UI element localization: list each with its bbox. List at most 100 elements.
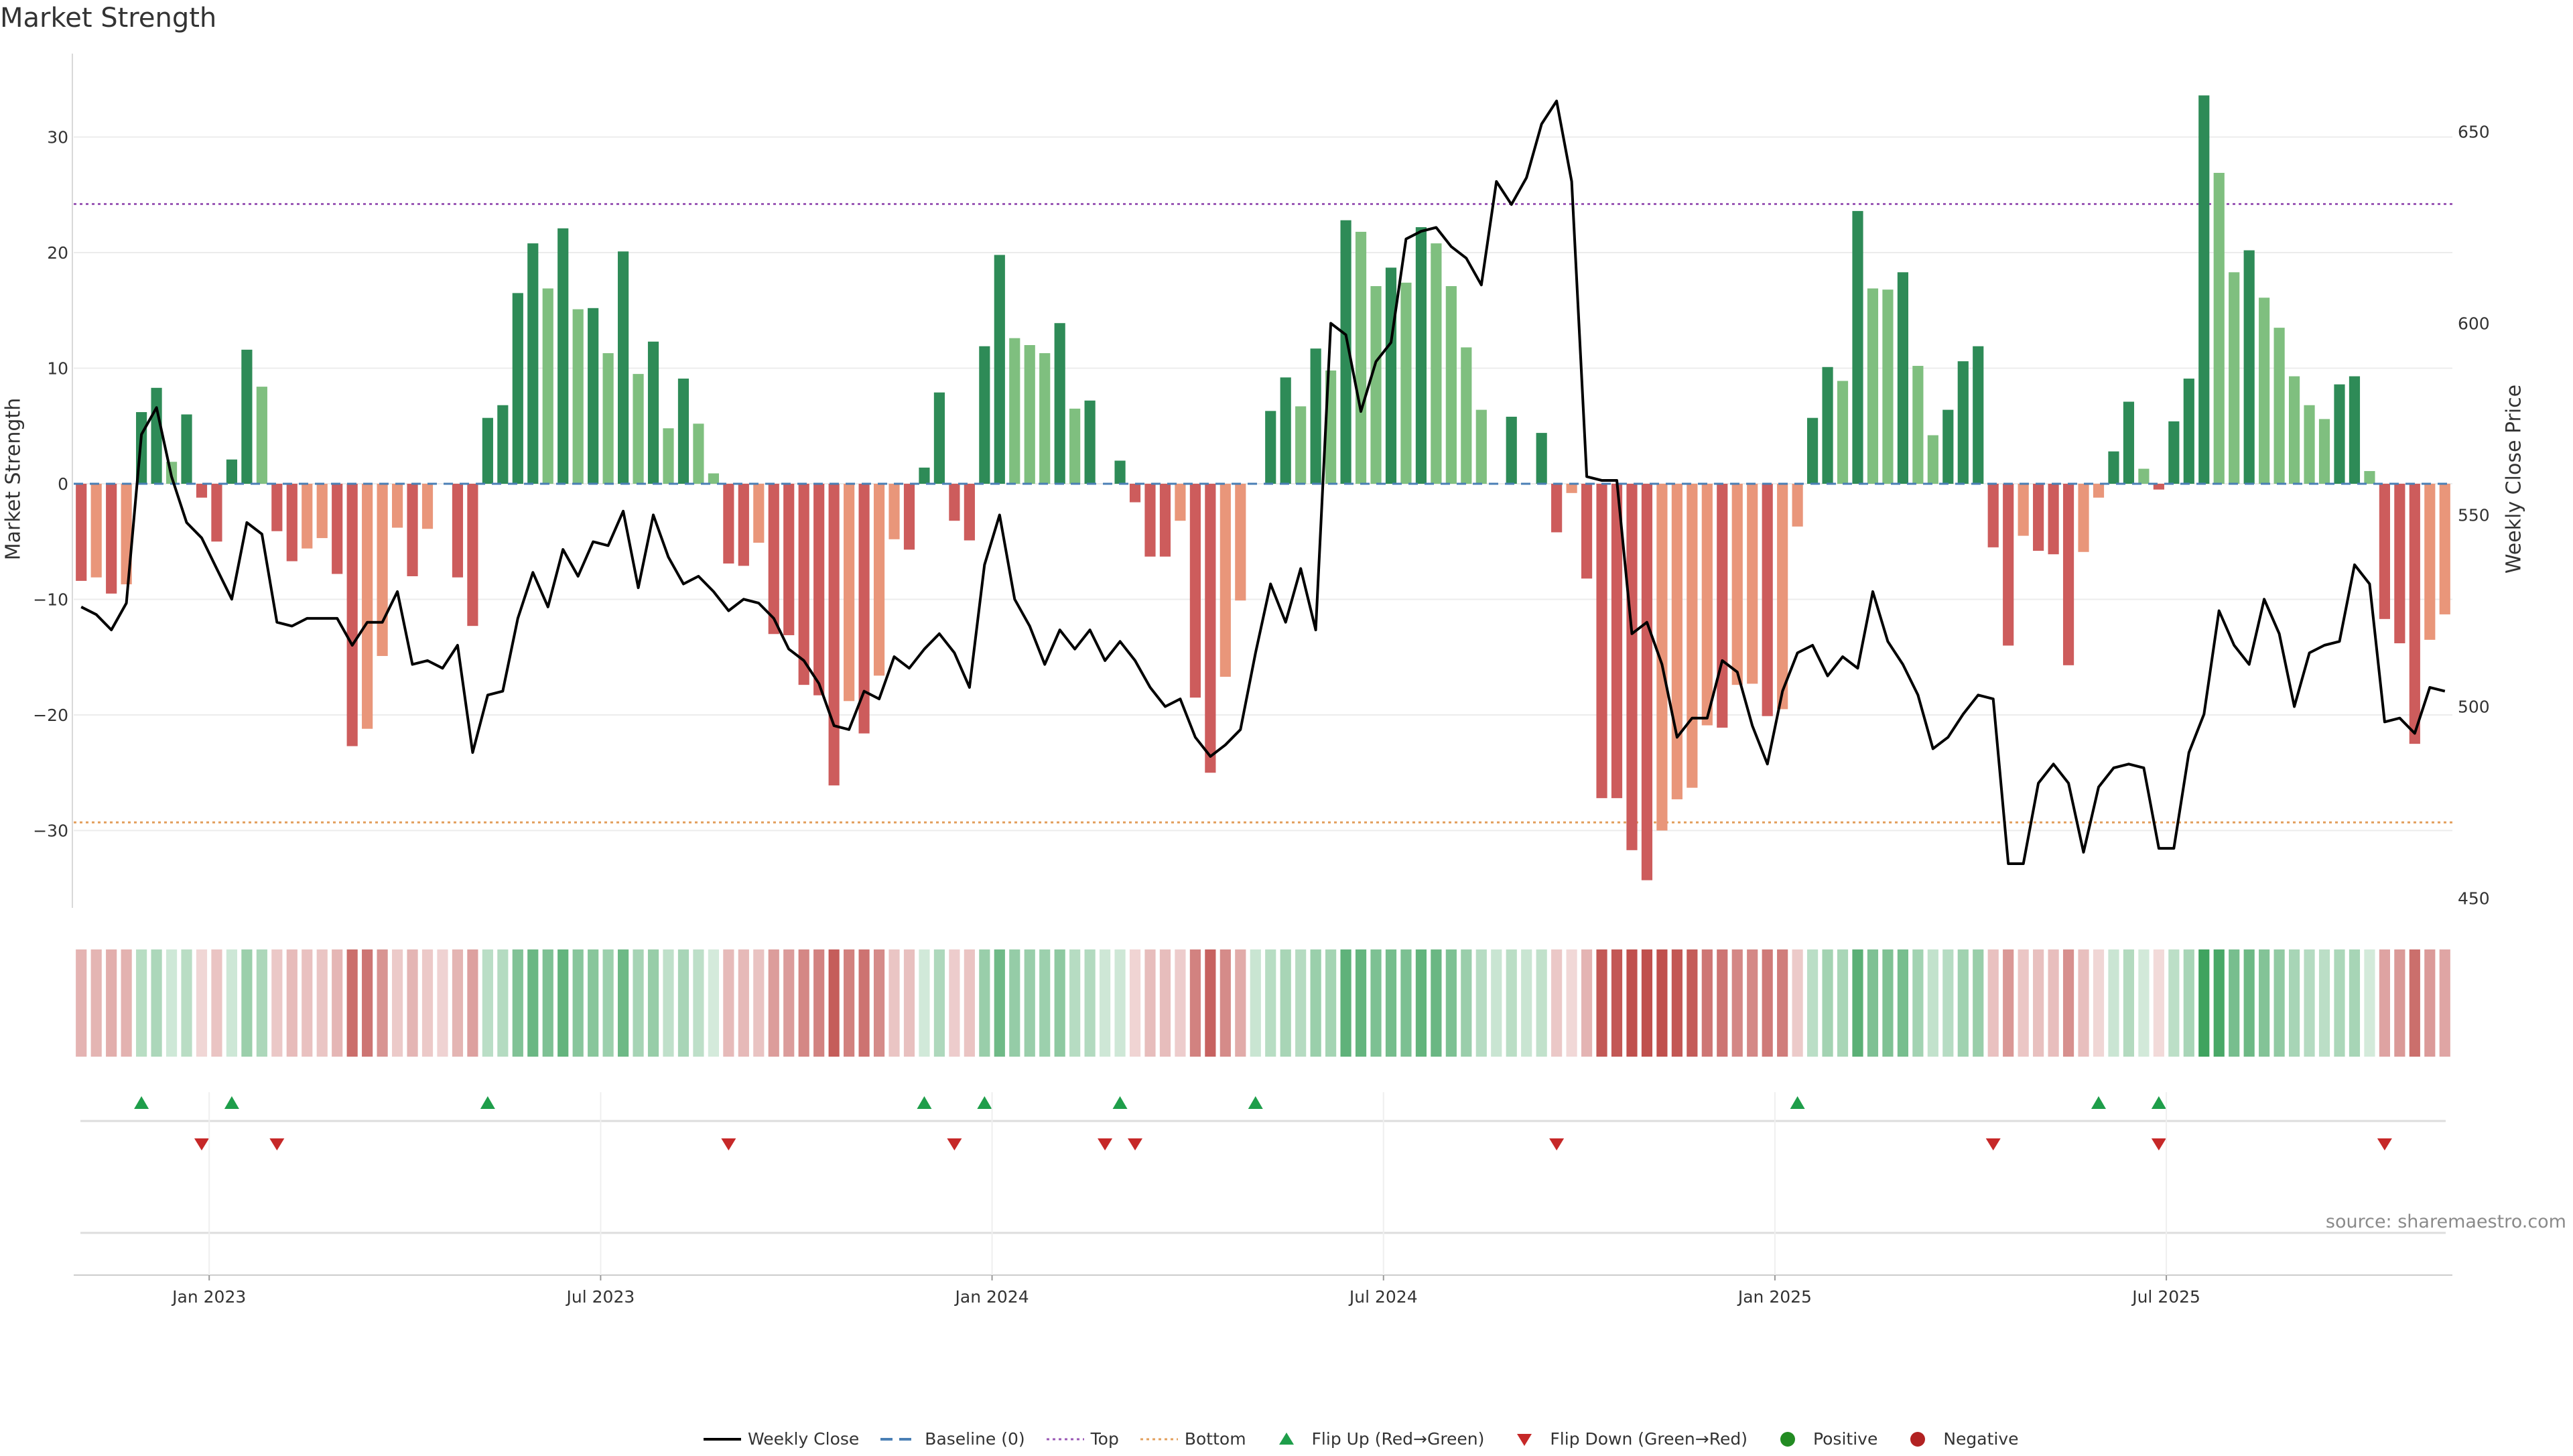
strength-bar bbox=[798, 484, 809, 685]
y-tick-label: −10 bbox=[33, 590, 68, 610]
strength-bar bbox=[1551, 484, 1563, 533]
state-strip-cell bbox=[482, 949, 493, 1057]
state-strip-cell bbox=[1701, 949, 1713, 1057]
state-strip-cell bbox=[1747, 949, 1758, 1057]
state-strip-cell bbox=[798, 949, 809, 1057]
state-strip-cell bbox=[1265, 949, 1276, 1057]
strength-bar bbox=[708, 473, 719, 484]
flip-up-marker bbox=[977, 1096, 992, 1109]
strength-bar bbox=[286, 484, 298, 561]
legend-label: Positive bbox=[1812, 1429, 1878, 1449]
state-strip-cell bbox=[1731, 949, 1743, 1057]
state-strip-cell bbox=[1762, 949, 1773, 1057]
state-strip-cell bbox=[256, 949, 267, 1057]
y-tick-label: −30 bbox=[33, 821, 68, 841]
strength-bar bbox=[1144, 484, 1156, 557]
state-strip-cell bbox=[2349, 949, 2361, 1057]
strength-bar bbox=[1235, 484, 1246, 601]
flip-down-marker bbox=[2151, 1138, 2166, 1150]
state-strip-cell bbox=[1822, 949, 1833, 1057]
strength-bar bbox=[1280, 377, 1291, 484]
strength-bar bbox=[858, 484, 870, 734]
state-strip-cell bbox=[1310, 949, 1321, 1057]
y2-tick-label: 450 bbox=[2458, 889, 2490, 909]
state-strip-cell bbox=[2138, 949, 2150, 1057]
strength-bar bbox=[1973, 346, 1984, 484]
state-strip-cell bbox=[226, 949, 238, 1057]
state-strip-cell bbox=[633, 949, 644, 1057]
state-strip-cell bbox=[723, 949, 734, 1057]
state-strip-cell bbox=[1837, 949, 1849, 1057]
state-strip-cell bbox=[2304, 949, 2315, 1057]
y2-axis-label: Weekly Close Price bbox=[2502, 384, 2526, 574]
strength-bar bbox=[1777, 484, 1788, 710]
state-strip-cell bbox=[1506, 949, 1517, 1057]
state-strip-cell bbox=[527, 949, 539, 1057]
strength-bar bbox=[2243, 250, 2255, 484]
legend-marker bbox=[1910, 1431, 1926, 1447]
state-strip-cell bbox=[1867, 949, 1879, 1057]
legend-marker bbox=[1278, 1432, 1294, 1445]
strength-bar bbox=[1385, 267, 1397, 484]
strength-bar bbox=[2153, 484, 2164, 490]
state-strip-cell bbox=[1280, 949, 1291, 1057]
strength-bar bbox=[512, 293, 523, 484]
state-strip-cell bbox=[1687, 949, 1698, 1057]
flip-up-marker bbox=[2091, 1096, 2106, 1109]
right-axis-ticks: 450 500 550 600 650 bbox=[2458, 123, 2490, 909]
strength-bar bbox=[211, 484, 222, 542]
y2-tick-label: 500 bbox=[2458, 698, 2490, 717]
state-strip-cell bbox=[1852, 949, 1863, 1057]
x-tick-label: Jul 2024 bbox=[1348, 1287, 1418, 1307]
state-strip-cell bbox=[677, 949, 689, 1057]
strength-bar bbox=[844, 484, 855, 702]
state-strip-cell bbox=[1581, 949, 1593, 1057]
left-axis-ticks: −30 −20 −10 0 10 20 30 bbox=[33, 128, 68, 841]
state-strip-cell bbox=[1566, 949, 1577, 1057]
y2-tick-label: 550 bbox=[2458, 506, 2490, 525]
strength-bar bbox=[527, 243, 539, 484]
strength-bar bbox=[302, 484, 313, 549]
state-strip-cell bbox=[1927, 949, 1938, 1057]
legend-item-flip_down: Flip Down (Green→Red) bbox=[1506, 1429, 1747, 1449]
strength-bar bbox=[1024, 345, 1035, 484]
strength-bar bbox=[1069, 408, 1081, 484]
strength-bar bbox=[1717, 484, 1728, 728]
state-strip-cell bbox=[828, 949, 840, 1057]
state-strip-cell bbox=[136, 949, 147, 1057]
strength-bar bbox=[2138, 468, 2150, 484]
strength-bar bbox=[1189, 484, 1201, 698]
weekly-close-series bbox=[80, 99, 2446, 865]
state-strip-cell bbox=[2153, 949, 2164, 1057]
legend-label: Negative bbox=[1943, 1429, 2019, 1449]
state-strip-cell bbox=[1551, 949, 1563, 1057]
state-strip-cell bbox=[557, 949, 569, 1057]
state-strip-cell bbox=[271, 949, 283, 1057]
strength-bar bbox=[873, 484, 885, 676]
strength-bar bbox=[196, 484, 208, 498]
state-strip-cell bbox=[873, 949, 885, 1057]
state-strip-cell bbox=[1491, 949, 1502, 1057]
state-strip-cell bbox=[949, 949, 960, 1057]
state-strip-cell bbox=[391, 949, 403, 1057]
state-strip-cell bbox=[844, 949, 855, 1057]
strength-bar bbox=[1596, 484, 1607, 799]
strength-bar bbox=[256, 387, 267, 484]
strength-bar bbox=[2349, 376, 2361, 484]
state-strip-cell bbox=[1611, 949, 1623, 1057]
strength-bar bbox=[226, 459, 238, 484]
strength-bar bbox=[723, 484, 734, 564]
strength-bar bbox=[391, 484, 403, 528]
strength-bar bbox=[2198, 95, 2210, 484]
state-strip-cell bbox=[964, 949, 975, 1057]
strength-bar bbox=[1656, 484, 1668, 831]
state-strip-cell bbox=[2229, 949, 2240, 1057]
strength-bar bbox=[2018, 484, 2029, 536]
state-strip-cell bbox=[1099, 949, 1111, 1057]
state-strip-cell bbox=[693, 949, 704, 1057]
strength-bar bbox=[753, 484, 765, 543]
state-strip-cell bbox=[211, 949, 222, 1057]
state-strip-cell bbox=[1912, 949, 1924, 1057]
state-strip-cell bbox=[2183, 949, 2194, 1057]
